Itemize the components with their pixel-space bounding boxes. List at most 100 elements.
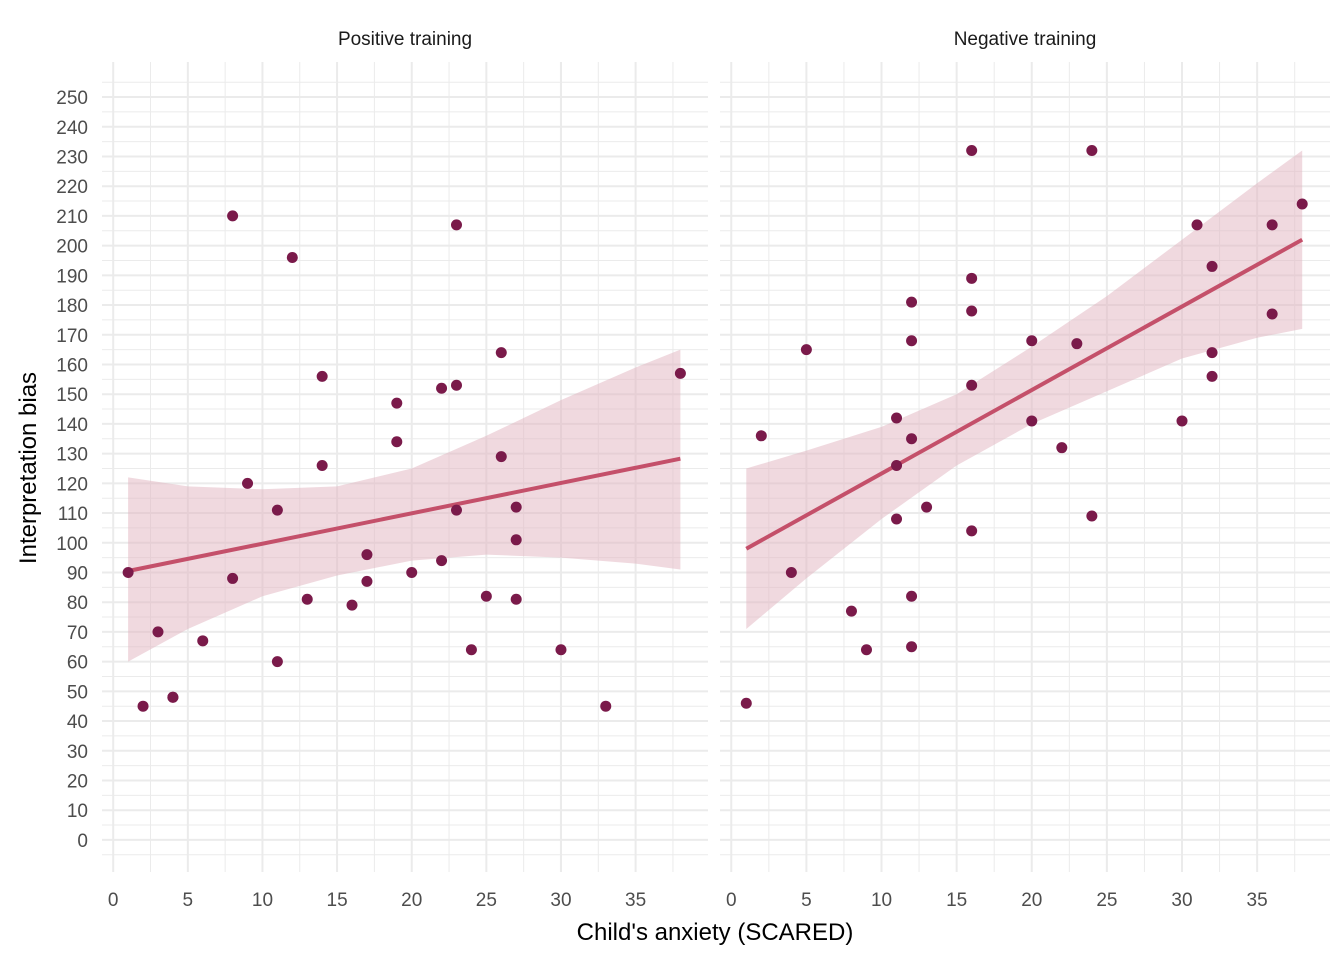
y-tick-label: 250 [56, 88, 88, 109]
data-point [465, 644, 477, 656]
y-tick-label: 140 [56, 415, 88, 436]
data-point [1071, 338, 1083, 350]
data-point [785, 566, 797, 578]
x-tick-label: 25 [476, 890, 497, 911]
y-tick-label: 170 [56, 326, 88, 347]
y-tick-label: 150 [56, 385, 88, 406]
y-tick-label: 90 [67, 563, 88, 584]
data-point [740, 697, 752, 709]
x-tick-label: 15 [946, 890, 967, 911]
data-point [450, 379, 462, 391]
y-tick-label: 210 [56, 207, 88, 228]
data-point [271, 656, 283, 668]
panel-title: Negative training [954, 29, 1097, 50]
panel-negative: Negative training 0 5 10 15 20 25 30 35 [720, 29, 1330, 911]
data-point [1266, 219, 1278, 231]
data-point [891, 412, 903, 424]
y-tick-label: 40 [67, 712, 88, 733]
data-point [436, 382, 448, 394]
y-tick-label: 110 [58, 504, 88, 525]
y-tick-label: 220 [56, 177, 88, 198]
data-point [450, 504, 462, 516]
data-point [480, 590, 492, 602]
data-point [906, 641, 918, 653]
y-tick-label: 70 [67, 623, 88, 644]
x-axis-title: Child's anxiety (SCARED) [577, 919, 854, 946]
y-tick-label: 100 [56, 534, 88, 555]
data-point [921, 501, 933, 513]
y-tick-label: 190 [56, 266, 88, 287]
y-tick-label: 120 [56, 474, 88, 495]
data-point [966, 525, 978, 537]
data-point [361, 575, 373, 587]
data-point [555, 644, 567, 656]
data-point [391, 436, 403, 448]
data-point [891, 460, 903, 472]
confidence-ribbon [746, 150, 1303, 629]
x-tick-label: 35 [625, 890, 646, 911]
y-tick-label: 0 [77, 831, 88, 852]
data-point [495, 451, 507, 463]
y-tick-label: 230 [56, 147, 88, 168]
data-point [391, 397, 403, 409]
data-point [301, 593, 313, 605]
y-tick-label: 50 [67, 682, 88, 703]
y-tick-label: 10 [67, 801, 88, 822]
data-point [1206, 370, 1218, 382]
data-point [1176, 415, 1188, 427]
data-point [966, 145, 978, 157]
data-point [316, 460, 328, 472]
data-point [1191, 219, 1203, 231]
data-point [406, 566, 418, 578]
data-point [510, 501, 522, 513]
data-point [167, 691, 179, 703]
data-point [755, 430, 767, 442]
data-point [242, 477, 254, 489]
y-tick-label: 160 [56, 355, 88, 376]
y-tick-label: 30 [67, 742, 88, 763]
panel-title: Positive training [338, 29, 472, 50]
data-point [906, 590, 918, 602]
data-point [1056, 442, 1068, 454]
data-point [845, 605, 857, 617]
data-point [152, 626, 164, 638]
data-point [1086, 510, 1098, 522]
data-point [906, 433, 918, 445]
x-tick-label: 25 [1096, 890, 1117, 911]
regression-line [745, 237, 1304, 551]
x-tick-label: 5 [183, 890, 194, 911]
data-point [966, 379, 978, 391]
data-point [361, 549, 373, 561]
y-tick-label: 130 [56, 445, 88, 466]
data-point [1026, 335, 1038, 347]
data-point [137, 700, 149, 712]
data-point [891, 513, 903, 525]
data-point [197, 635, 209, 647]
data-point [860, 644, 872, 656]
panel-positive: Positive training 0 5 10 15 20 25 30 35 [102, 29, 708, 911]
x-tick-label: 10 [871, 890, 892, 911]
x-tick-label: 5 [801, 890, 812, 911]
data-point [674, 367, 686, 379]
x-tick-label: 15 [327, 890, 348, 911]
y-tick-label: 200 [56, 237, 88, 258]
data-point [316, 370, 328, 382]
data-point [966, 272, 978, 284]
x-tick-label: 30 [1171, 890, 1192, 911]
regression-line [127, 456, 681, 573]
data-point [450, 219, 462, 231]
data-point [906, 296, 918, 308]
data-point [1206, 260, 1218, 272]
data-point [271, 504, 283, 516]
data-point [906, 335, 918, 347]
y-axis-title: Interpretation bias [15, 372, 42, 564]
x-tick-label: 0 [108, 890, 119, 911]
data-point [286, 252, 298, 264]
data-point [510, 534, 522, 546]
data-point [510, 593, 522, 605]
y-tick-label: 180 [56, 296, 88, 317]
data-point [1086, 145, 1098, 157]
x-tick-label: 20 [401, 890, 422, 911]
